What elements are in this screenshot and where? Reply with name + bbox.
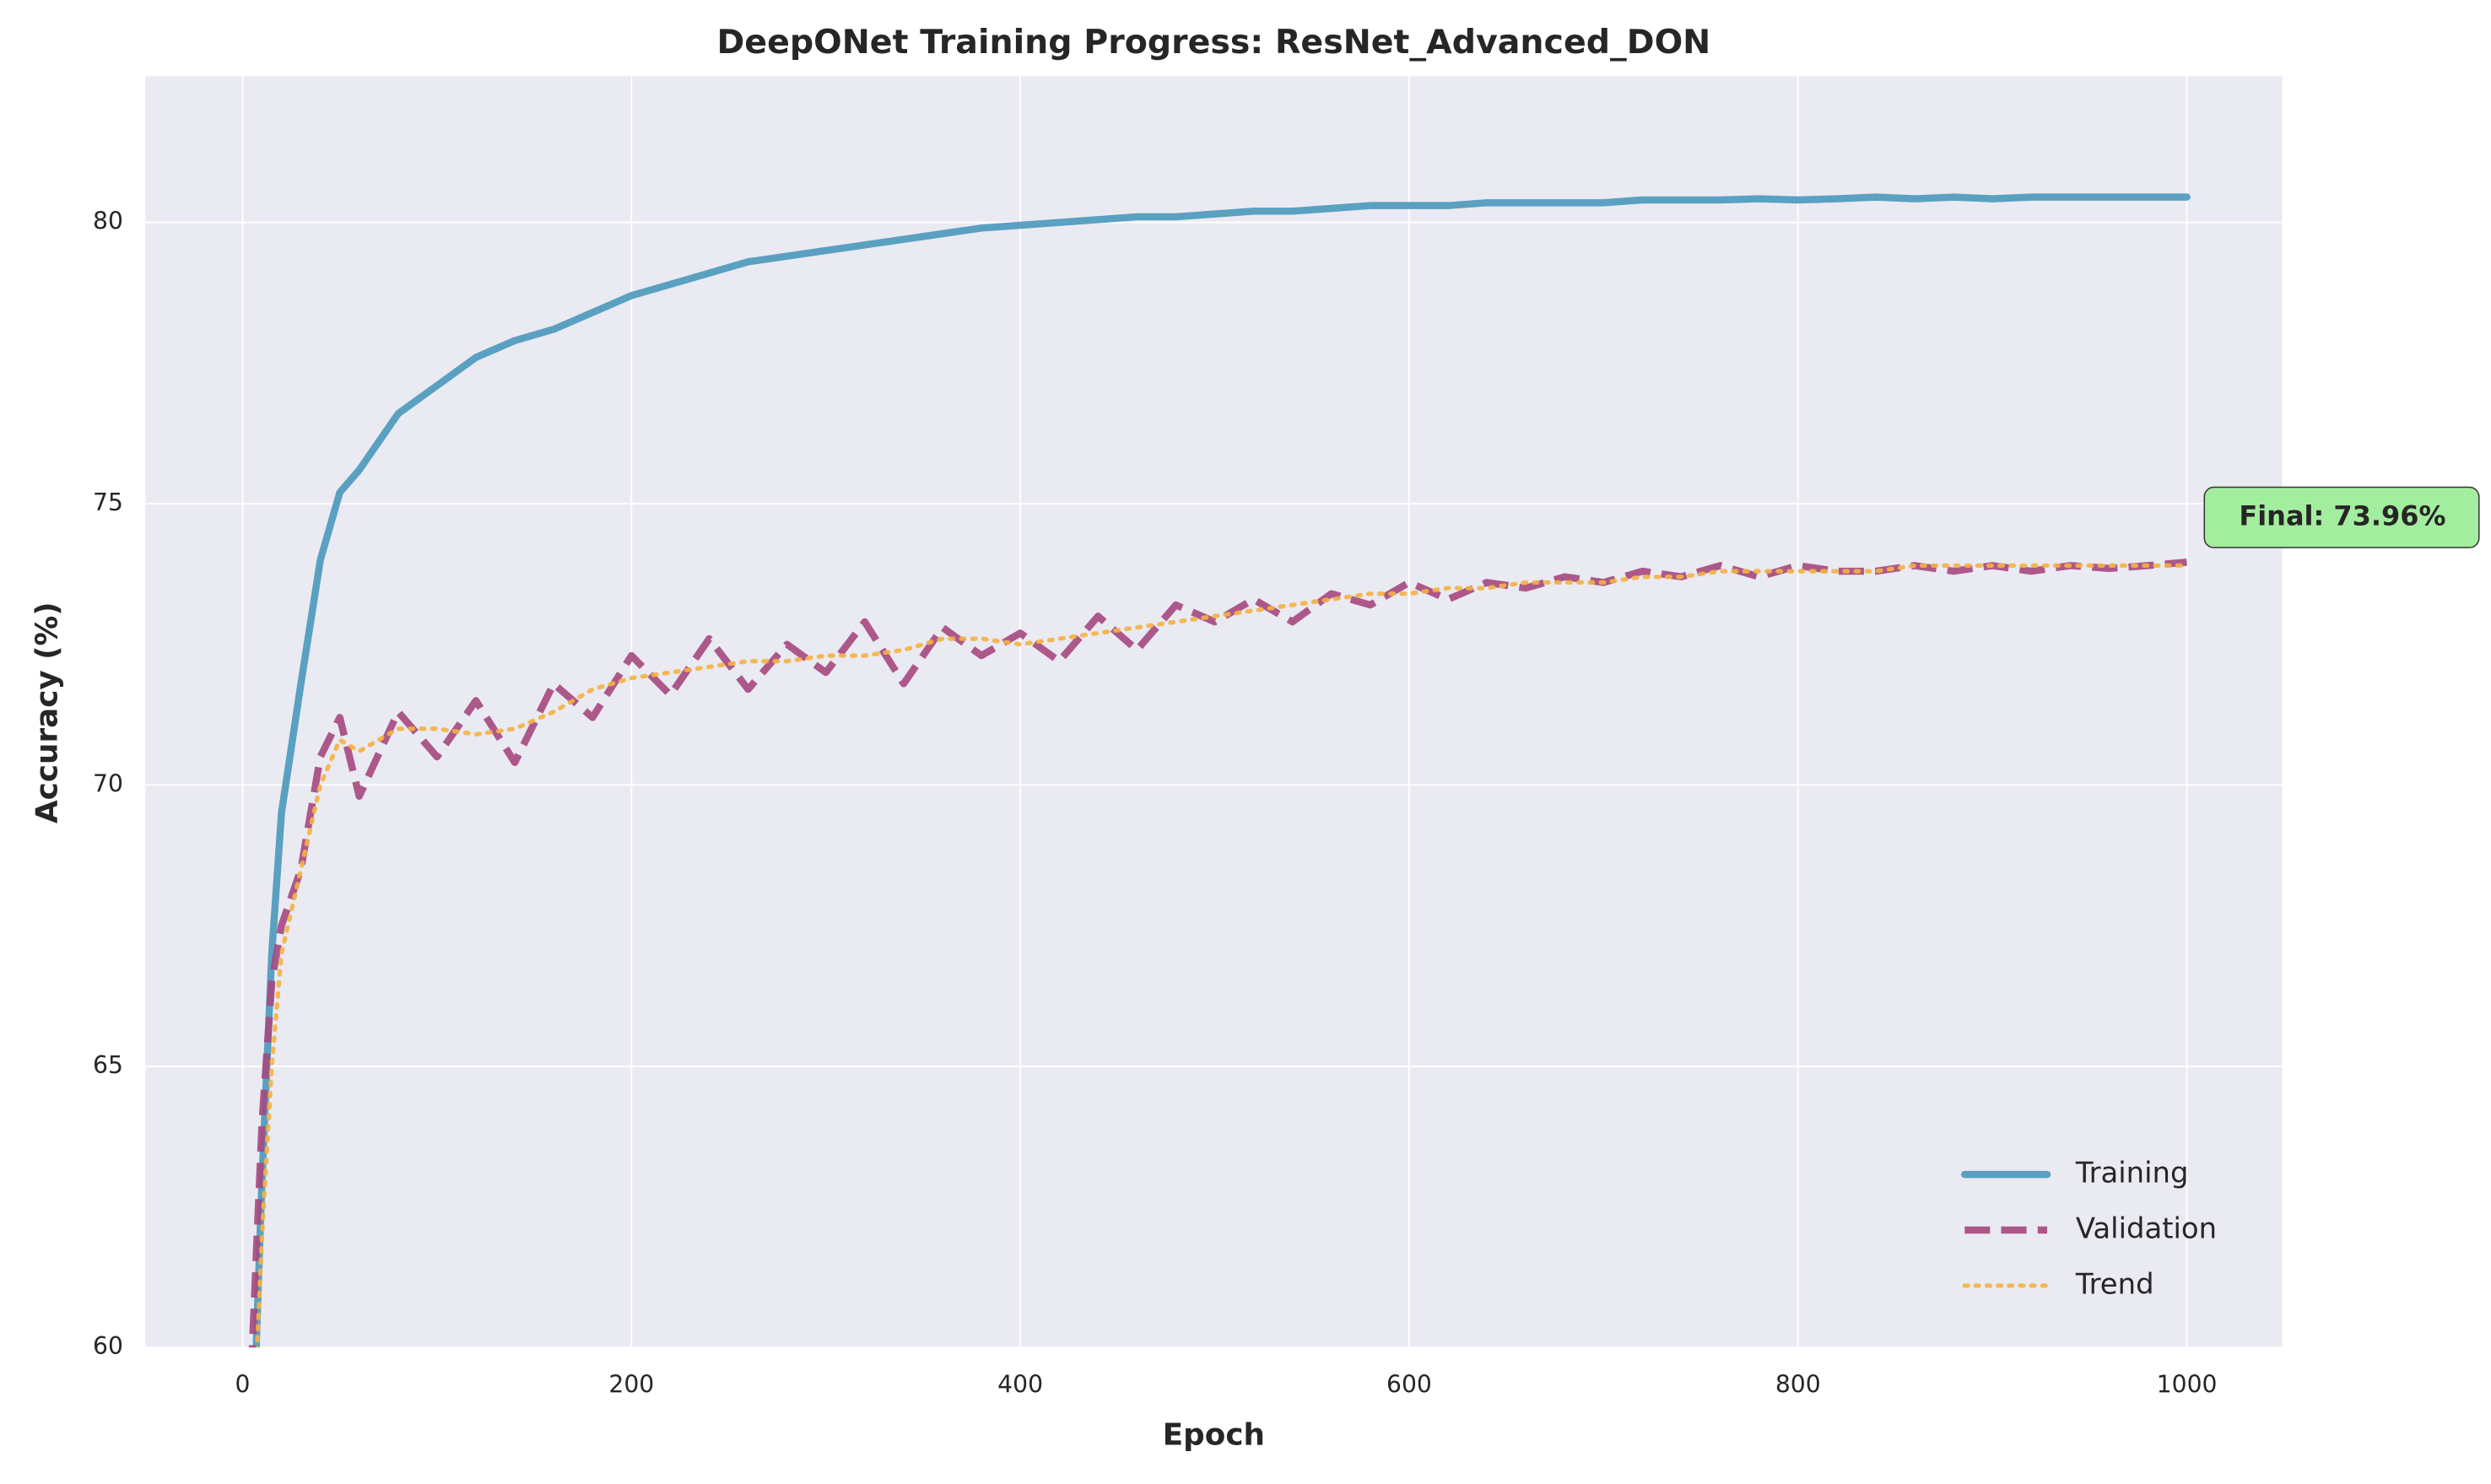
x-axis-label: Epoch [1163,1418,1265,1453]
x-tick-label: 600 [1386,1370,1432,1398]
annotation-background [2203,486,2480,548]
x-tick-label: 200 [608,1370,654,1398]
y-tick-label: 65 [93,1051,123,1079]
y-axis-label: Accuracy (%) [30,602,65,823]
legend-label: Training [2075,1157,2189,1190]
y-tick-label: 80 [93,208,123,235]
lines [248,193,2191,1348]
plot-area [145,76,2283,1348]
y-tick-label: 70 [93,769,123,797]
series-line [252,193,2191,1348]
x-tick-label: 0 [235,1370,250,1398]
grid [145,76,2283,1349]
series-line [248,559,2187,1348]
legend: Training Validation Trend [1960,1157,2217,1300]
y-tick-label: 75 [93,488,123,516]
legend-label: Validation [2076,1211,2217,1244]
chart-title: DeepONet Training Progress: ResNet_Advan… [717,23,1711,62]
legend-label: Trend [2075,1267,2154,1300]
series-line [255,563,2190,1348]
annotation: Final: 73.96% [2239,499,2445,532]
annotation-box: Final: 73.96% [2203,486,2480,548]
x-tick-label: 800 [1775,1370,1821,1398]
x-tick-label: 400 [997,1370,1043,1398]
x-tick-label: 1000 [2157,1370,2218,1398]
y-tick-label: 60 [93,1332,123,1360]
